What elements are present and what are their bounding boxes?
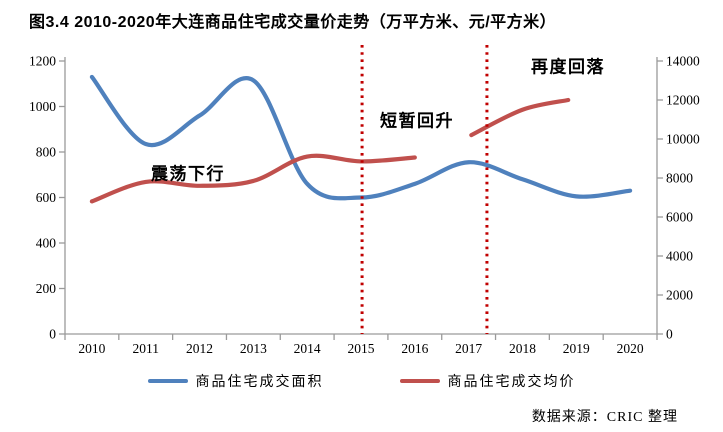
y-axis-left-tick-label: 800	[36, 145, 57, 160]
y-axis-left-tick-label: 1200	[29, 54, 56, 69]
x-axis-tick-label: 2016	[401, 341, 428, 356]
x-axis-tick-label: 2013	[240, 341, 267, 356]
x-axis-tick-label: 2012	[186, 341, 213, 356]
y-axis-right-tick-label: 6000	[666, 210, 693, 225]
y-axis-left-tick-label: 600	[36, 190, 57, 205]
x-axis-tick-label: 2020	[617, 341, 644, 356]
y-axis-right-tick-label: 14000	[666, 54, 700, 69]
series-line-1	[469, 97, 571, 138]
chart-legend: 商品住宅成交面积 商品住宅成交均价	[0, 371, 723, 391]
y-axis-right-tick-label: 2000	[666, 288, 693, 303]
legend-item-price: 商品住宅成交均价	[399, 371, 576, 391]
legend-line-swatch-red	[399, 379, 440, 383]
y-axis-right-tick-label: 4000	[666, 249, 693, 264]
data-source: 数据来源：CRIC 整理	[531, 410, 678, 425]
legend-item-area: 商品住宅成交面积	[147, 371, 324, 391]
series-line-0	[89, 74, 633, 201]
y-axis-right-tick-label: 10000	[666, 132, 700, 147]
legend-label-area: 商品住宅成交面积	[195, 375, 324, 390]
y-axis-right-tick-label: 0	[666, 327, 673, 342]
x-axis-tick-label: 2017	[455, 341, 482, 356]
y-axis-left-tick-label: 400	[36, 236, 57, 251]
legend-line-swatch-blue	[147, 379, 188, 383]
annotation-falls-again: 再度回落	[531, 57, 605, 77]
x-axis-tick-label: 2015	[348, 341, 375, 356]
x-axis-tick-label: 2010	[78, 341, 105, 356]
annotation-oscillating-decline: 震荡下行	[151, 164, 225, 184]
y-axis-left-tick-label: 200	[36, 281, 57, 296]
series-line-1	[89, 153, 417, 204]
legend-label-price: 商品住宅成交均价	[447, 375, 576, 390]
y-axis-right-tick-label: 8000	[666, 171, 693, 186]
x-axis-tick-label: 2014	[294, 341, 321, 356]
y-axis-right-tick-label: 12000	[666, 93, 700, 108]
y-axis-left-tick-label: 1000	[29, 99, 56, 114]
annotation-brief-rebound: 短暂回升	[380, 111, 454, 131]
chart-title: 图3.4 2010-2020年大连商品住宅成交量价走势（万平方米、元/平方米）	[29, 14, 557, 31]
x-axis-tick-label: 2011	[132, 341, 159, 356]
y-axis-left-tick-label: 0	[49, 327, 56, 342]
x-axis-tick-label: 2019	[563, 341, 590, 356]
x-axis-tick-label: 2018	[509, 341, 536, 356]
